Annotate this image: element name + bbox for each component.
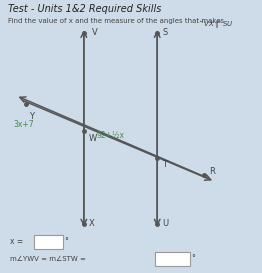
Text: X: X [89, 219, 95, 228]
Text: Test - Units 1&2 Required Skills: Test - Units 1&2 Required Skills [8, 4, 161, 14]
Text: W: W [89, 134, 97, 143]
Text: V: V [92, 28, 97, 37]
FancyBboxPatch shape [34, 235, 63, 249]
Text: Y: Y [29, 112, 34, 121]
Text: m∠YWV = m∠STW =: m∠YWV = m∠STW = [10, 256, 86, 262]
Text: Find the value of x and the measure of the angles that makes: Find the value of x and the measure of t… [8, 18, 224, 24]
Text: °: ° [191, 254, 195, 263]
Text: °: ° [64, 237, 68, 246]
Text: 92+½x: 92+½x [97, 131, 125, 140]
Text: 3x+7: 3x+7 [13, 120, 34, 129]
Text: U: U [162, 219, 168, 228]
Text: x =: x = [10, 237, 24, 246]
Text: S: S [162, 28, 168, 37]
FancyBboxPatch shape [155, 252, 190, 266]
Text: R: R [210, 168, 215, 176]
Text: $\overleftrightarrow{VX}$$\parallel$$\overleftrightarrow{SU}$: $\overleftrightarrow{VX}$$\parallel$$\ov… [199, 19, 234, 30]
Text: T: T [162, 160, 167, 169]
